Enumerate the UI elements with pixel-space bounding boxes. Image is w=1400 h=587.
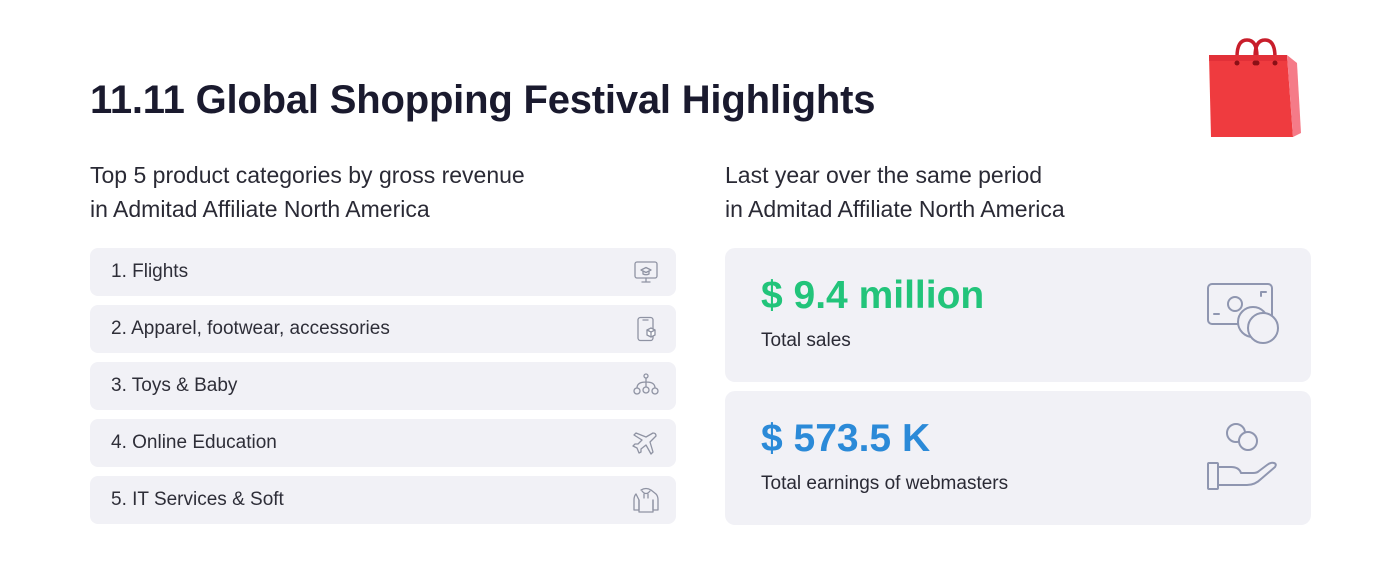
categories-subtitle-line2: in Admitad Affiliate North America — [90, 196, 430, 222]
baby-mobile-icon — [633, 373, 659, 395]
category-list: 1. Flights 2. Apparel, footwear, accesso… — [90, 248, 676, 533]
page-title: 11.11 Global Shopping Festival Highlight… — [90, 78, 876, 122]
total-sales-card: $ 9.4 million Total sales — [725, 248, 1311, 382]
categories-subtitle: Top 5 product categories by gross revenu… — [90, 158, 525, 226]
airplane-icon — [632, 432, 657, 455]
list-item-label: 4. Online Education — [111, 432, 277, 453]
total-sales-value: $ 9.4 million — [761, 274, 985, 317]
total-sales-caption: Total sales — [761, 330, 851, 351]
list-item-label: 2. Apparel, footwear, accessories — [111, 318, 390, 339]
presentation-board-icon — [634, 261, 658, 283]
webmaster-earnings-value: $ 573.5 K — [761, 417, 931, 460]
list-item: 4. Online Education — [90, 419, 676, 467]
banknote-coins-icon — [1207, 283, 1279, 344]
list-item-label: 5. IT Services & Soft — [111, 489, 284, 510]
hand-coins-icon — [1207, 423, 1277, 490]
stats-subtitle-line1: Last year over the same period — [725, 162, 1043, 188]
stats-subtitle: Last year over the same period in Admita… — [725, 158, 1065, 226]
hoodie-icon — [633, 487, 659, 513]
list-item-label: 1. Flights — [111, 261, 189, 282]
stats-subtitle-line2: in Admitad Affiliate North America — [725, 196, 1065, 222]
categories-subtitle-line1: Top 5 product categories by gross revenu… — [90, 162, 525, 188]
list-item: 2. Apparel, footwear, accessories — [90, 305, 676, 353]
list-item: 5. IT Services & Soft — [90, 476, 676, 524]
list-item-label: 3. Toys & Baby — [111, 375, 238, 396]
phone-box-icon — [637, 316, 656, 342]
list-item: 3. Toys & Baby — [90, 362, 676, 410]
list-item: 1. Flights — [90, 248, 676, 296]
webmaster-earnings-card: $ 573.5 K Total earnings of webmasters — [725, 391, 1311, 525]
webmaster-earnings-caption: Total earnings of webmasters — [761, 473, 1009, 494]
shopping-bag-icon — [1209, 38, 1301, 137]
